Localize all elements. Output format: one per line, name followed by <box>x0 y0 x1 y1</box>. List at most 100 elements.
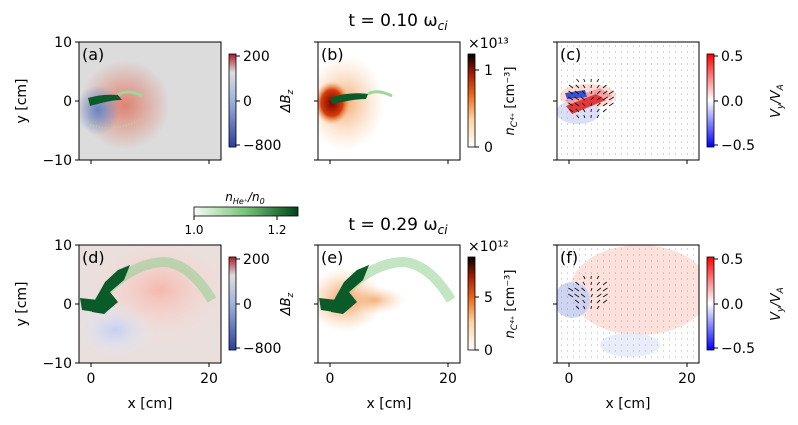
quiver-arrow <box>596 90 601 95</box>
quiver-arrow <box>602 287 608 292</box>
quiver-arrow <box>568 102 574 107</box>
cbar-e-tick-0: 0 <box>484 343 493 359</box>
e-xtick-20: 20 <box>439 371 457 387</box>
panel-b-field <box>318 42 460 160</box>
quiver-arrow <box>581 102 586 107</box>
cbar-d-tick-bot: −800 <box>243 341 281 357</box>
quiver-arrow <box>596 293 602 298</box>
d-xtick-0: 0 <box>87 371 96 387</box>
cbar-a-tick-bot: −800 <box>243 138 281 154</box>
quiver-arrow <box>574 90 580 95</box>
e-xlabel: x [cm] <box>367 396 412 412</box>
quiver-arrow <box>574 102 580 107</box>
quiver-arrow <box>596 78 600 83</box>
quiver-arrow <box>568 108 574 113</box>
panel-c-field <box>557 42 699 160</box>
quiver-arrow <box>574 299 580 304</box>
cbar-a-tick-mid: 0 <box>243 94 252 110</box>
row2-ylabel: y [cm] <box>14 282 30 327</box>
quiver-arrow <box>596 275 600 280</box>
row1-ytick-bot: −10 <box>42 153 72 169</box>
colorbar-b: 1 0 ×10¹³ nC⁴⁺[cm⁻³] <box>467 36 520 156</box>
quiver-arrow <box>568 84 574 89</box>
quiver-arrow <box>596 287 602 292</box>
row2-title: t = 0.29 ωci <box>348 215 448 237</box>
e-xtick-0: 0 <box>326 371 335 387</box>
quiver-arrow <box>576 78 580 83</box>
quiver-arrow <box>596 281 600 286</box>
panel-b-label: (b) <box>321 45 344 64</box>
quiver-arrow <box>596 305 600 310</box>
quiver-arrow <box>568 293 574 298</box>
panel-f-label: (f) <box>560 248 578 267</box>
quiver-arrow <box>574 96 580 101</box>
cbar-b-label: nC⁴⁺[cm⁻³] <box>503 67 520 136</box>
row1-ytick-top: 10 <box>54 35 72 51</box>
panel-f-velocity-quiver <box>561 248 694 358</box>
row1-ytick-mid: 0 <box>63 94 72 110</box>
row2-ytick-top: 10 <box>54 238 72 254</box>
colorbar-he: nHe⁺/n0 1.0 1.2 <box>184 190 299 237</box>
quiver-arrow <box>590 96 594 101</box>
cbar-b-tick-0: 0 <box>484 140 493 156</box>
colorbar-c: 0.5 0.0 −0.5 Vy/VA <box>706 49 786 154</box>
d-xlabel: x [cm] <box>128 396 173 412</box>
cbar-he-tick-low: 1.0 <box>184 223 203 237</box>
cbar-e-exponent: ×10¹² <box>468 239 509 255</box>
panel-a-field <box>79 42 221 160</box>
quiver-arrow <box>582 108 586 113</box>
cbar-c-tick-mid: 0.0 <box>721 94 743 110</box>
quiver-arrow <box>602 293 608 298</box>
cbar-c-tick-top: 0.5 <box>721 49 743 65</box>
quiver-arrow <box>602 102 608 107</box>
quiver-arrow <box>596 299 601 304</box>
quiver-arrow <box>568 287 574 292</box>
cbar-f-tick-top: 0.5 <box>721 252 743 268</box>
quiver-arrow <box>602 90 608 95</box>
quiver-arrow <box>596 84 600 89</box>
colorbar-d: 200 0 −800 ΔBz <box>228 252 296 357</box>
quiver-arrow <box>590 299 592 304</box>
row2-shared-y-ticks <box>314 244 557 364</box>
quiver-arrow <box>575 108 580 113</box>
colorbar-f: 0.5 0.0 −0.5 Vy/VA <box>706 252 786 357</box>
f-xlabel: x [cm] <box>606 396 651 412</box>
panel-d-field <box>79 245 221 363</box>
cbar-a-label: ΔBz <box>279 89 296 113</box>
quiver-arrow <box>583 78 586 83</box>
cbar-c-tick-bot: −0.5 <box>721 138 755 154</box>
quiver-arrow <box>602 108 607 113</box>
quiver-arrow <box>582 281 586 286</box>
quiver-arrow <box>583 114 586 119</box>
row2-x-axes: 0 20 0 20 0 20 x [cm] x [cm] x [cm] <box>87 363 696 412</box>
panel-f-field <box>557 245 699 363</box>
panel-a-label: (a) <box>82 45 104 64</box>
quiver-arrow <box>608 90 614 95</box>
row1-y-axis: 10 0 −10 <box>42 35 79 169</box>
quiver-arrow <box>582 84 586 89</box>
f-xtick-20: 20 <box>678 371 696 387</box>
quiver-arrow <box>608 102 614 107</box>
cbar-f-label: Vy/VA <box>769 287 786 321</box>
quiver-arrow <box>574 293 580 298</box>
quiver-arrow <box>602 96 608 101</box>
cbar-d-label: ΔBz <box>279 292 296 316</box>
quiver-arrow <box>602 299 608 304</box>
quiver-arrow <box>580 293 586 298</box>
cbar-c-label: Vy/VA <box>769 84 786 118</box>
d-xtick-20: 20 <box>200 371 218 387</box>
cbar-e-label: nC⁴⁺[cm⁻³] <box>503 270 520 339</box>
quiver-arrow <box>580 96 586 101</box>
quiver-arrow <box>575 84 580 89</box>
quiver-arrow <box>581 287 586 292</box>
quiver-arrow <box>583 305 586 310</box>
quiver-arrow <box>582 299 586 304</box>
cbar-d-tick-top: 200 <box>243 252 270 268</box>
quiver-arrow <box>590 293 593 298</box>
cbar-a-tick-top: 200 <box>243 49 270 65</box>
colorbar-e: 5 0 ×10¹² nC⁴⁺[cm⁻³] <box>467 239 520 359</box>
quiver-arrow <box>568 96 574 101</box>
quiver-arrow <box>596 96 602 101</box>
